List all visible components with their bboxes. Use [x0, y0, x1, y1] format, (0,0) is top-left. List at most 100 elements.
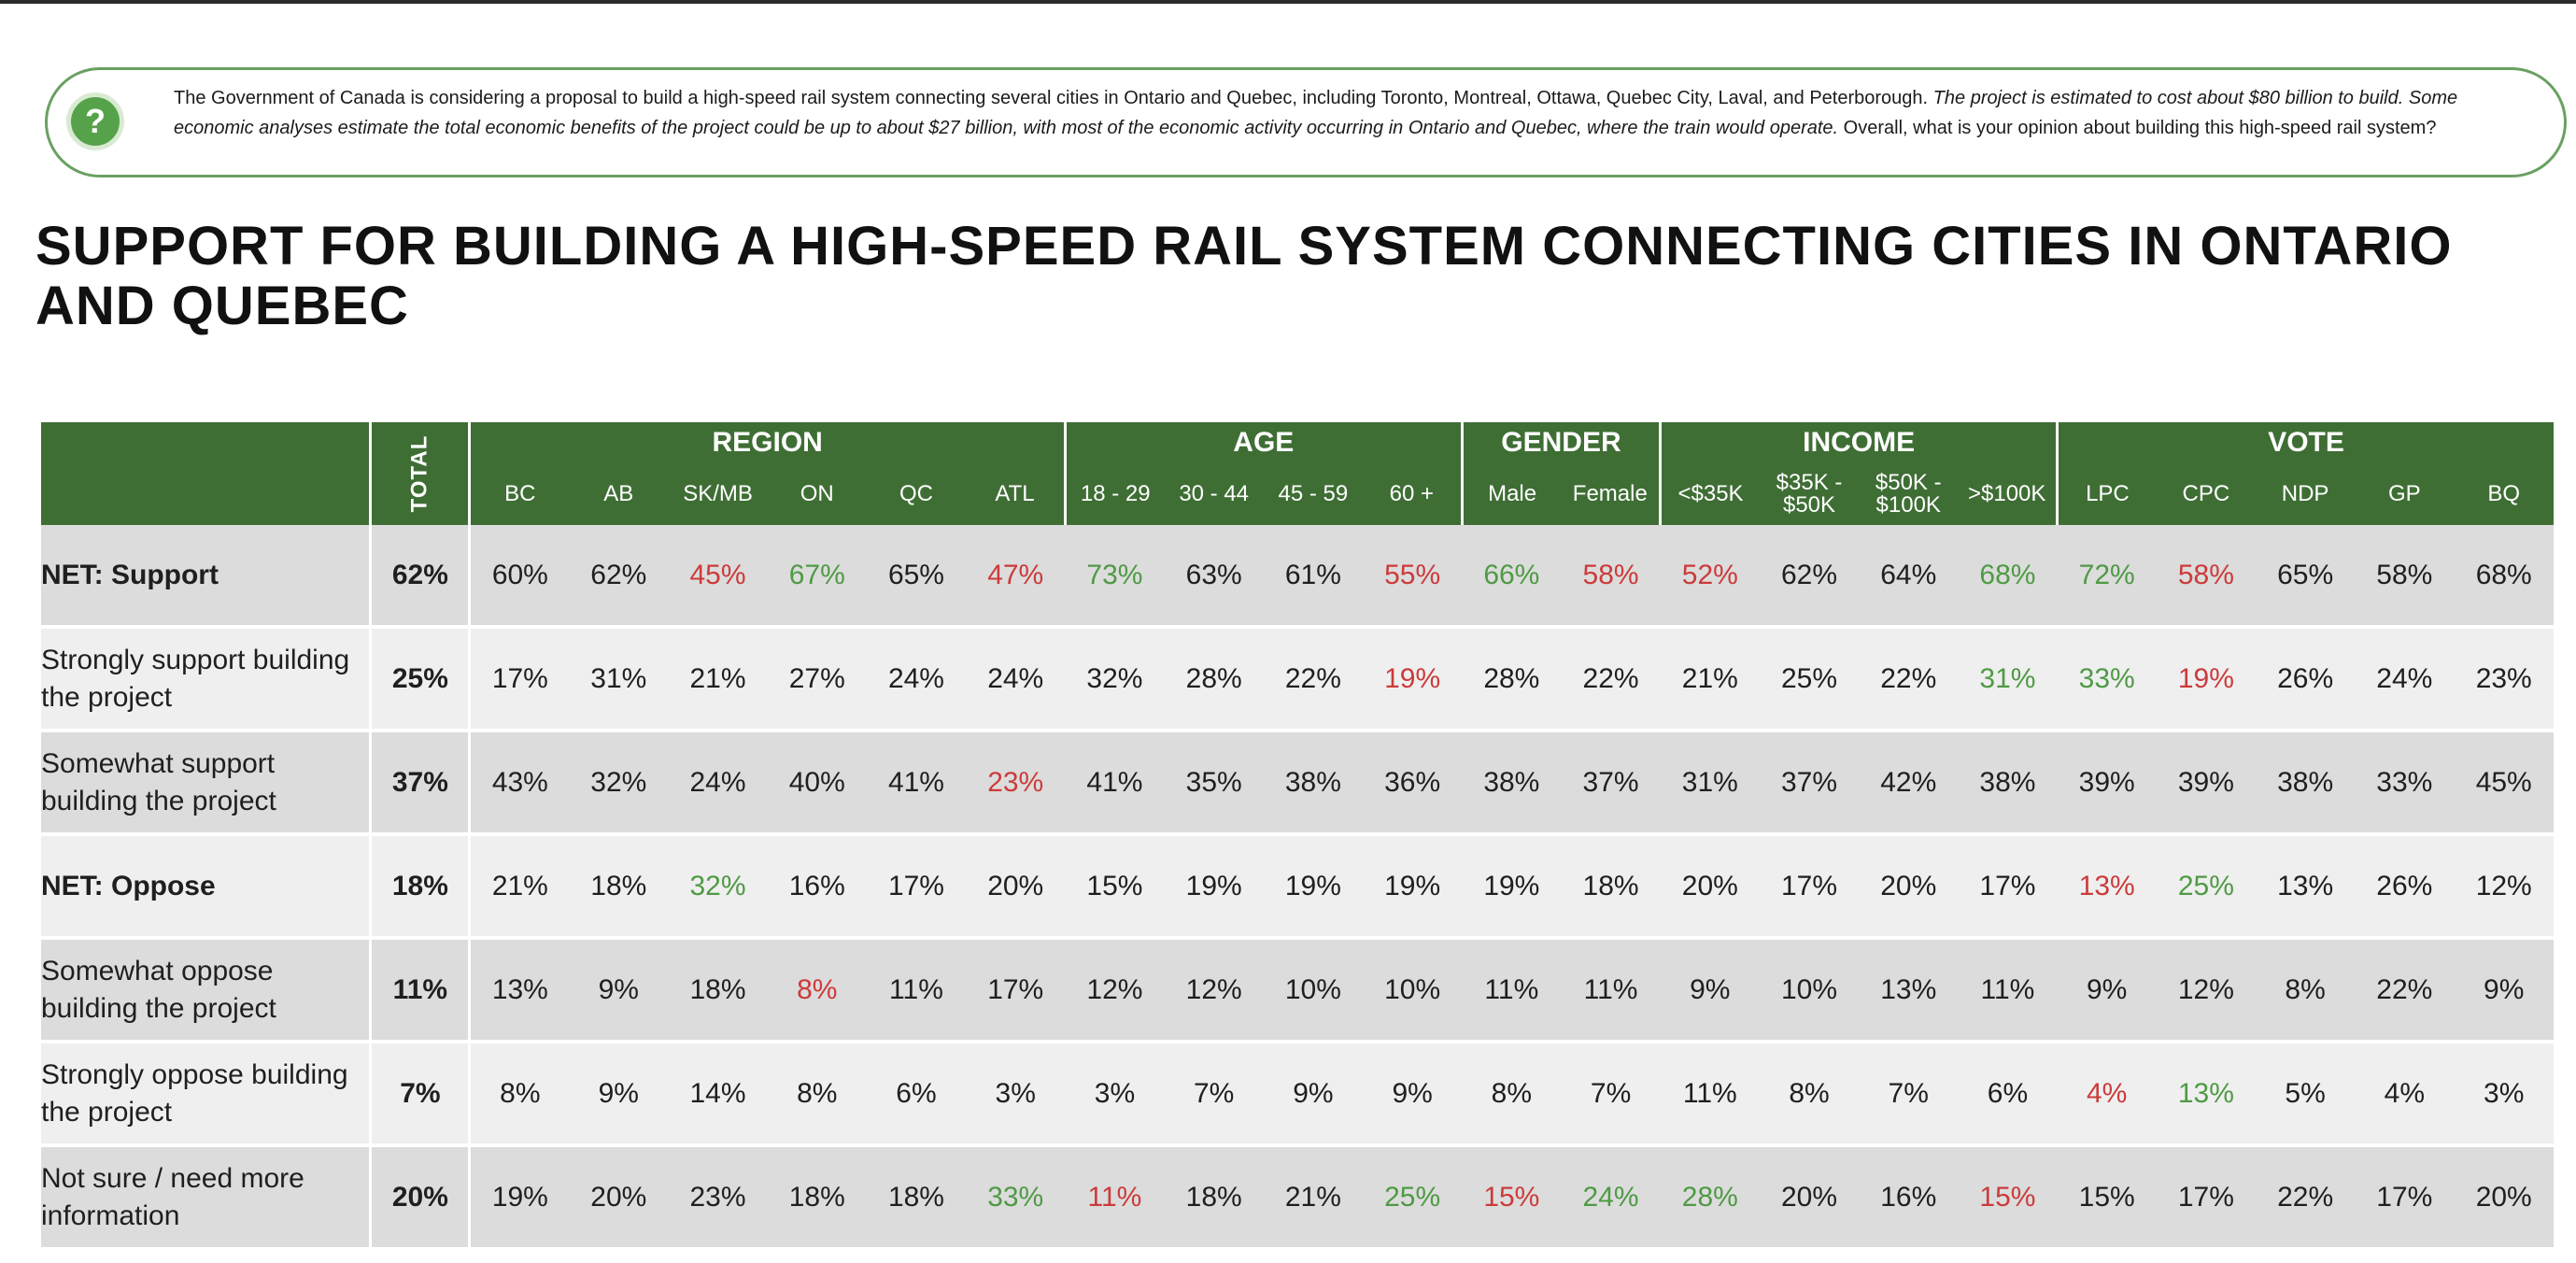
table-row: NET: Support 62% 60% 62% 45% 67% 65% 47% 73% 63% 6… [41, 525, 2554, 629]
value-cell: 20% [569, 1145, 669, 1251]
value-cell: 10% [1759, 938, 1860, 1043]
value-cell: 19% [1263, 834, 1363, 940]
group-header-age: AGE [1065, 422, 1464, 463]
value-cell: 7% [1859, 1042, 1959, 1147]
value-cell: 58% [2355, 525, 2455, 629]
table-row: Not sure / need more information 20% 19% 20… [41, 1145, 2554, 1251]
value-cell: 17% [966, 938, 1066, 1043]
column-header-row: BC AB SK/MB ON QC ATL 18 - 29 30 - 44 45 - 59 60 … [41, 463, 2554, 525]
total-cell: 11% [370, 938, 472, 1043]
value-cell: 8% [1759, 1042, 1860, 1147]
column-header: CPC [2156, 463, 2256, 525]
column-header: BC [469, 463, 570, 525]
value-cell: 33% [966, 1145, 1066, 1251]
value-cell: 24% [866, 627, 967, 732]
column-header: $35K - $50K [1759, 463, 1860, 525]
value-cell: 31% [569, 627, 669, 732]
value-cell: 22% [2355, 938, 2455, 1043]
value-cell: 28% [1164, 627, 1264, 732]
value-cell: 17% [2355, 1145, 2455, 1251]
value-cell: 41% [1065, 731, 1165, 836]
value-cell: 20% [1759, 1145, 1860, 1251]
value-cell: 19% [1363, 834, 1463, 940]
value-cell: 7% [1561, 1042, 1661, 1147]
value-cell: 6% [866, 1042, 967, 1147]
column-header: ON [767, 463, 867, 525]
value-cell: 8% [767, 938, 867, 1043]
value-cell: 15% [1065, 834, 1165, 940]
column-header: ATL [966, 463, 1067, 525]
value-cell: 28% [1462, 627, 1562, 732]
value-cell: 67% [767, 525, 867, 629]
value-cell: 15% [2057, 1145, 2157, 1251]
value-cell: 13% [1859, 938, 1959, 1043]
question-callout: The Government of Canada is considering … [45, 67, 2567, 177]
value-cell: 7% [1164, 1042, 1264, 1147]
value-cell: 13% [469, 938, 570, 1043]
value-cell: 21% [668, 627, 768, 732]
value-cell: 36% [1363, 731, 1463, 836]
value-cell: 37% [1759, 731, 1860, 836]
value-cell: 26% [2355, 834, 2455, 940]
value-cell: 21% [1263, 1145, 1363, 1251]
value-cell: 38% [2256, 731, 2356, 836]
value-cell: 10% [1263, 938, 1363, 1043]
column-header: >$100K [1958, 463, 2059, 525]
value-cell: 68% [2454, 525, 2554, 629]
question-text-end: Overall, what is your opinion about buil… [1843, 118, 2437, 138]
value-cell: 28% [1660, 1145, 1760, 1251]
value-cell: 10% [1363, 938, 1463, 1043]
table-corner [41, 422, 373, 525]
value-cell: 33% [2355, 731, 2455, 836]
value-cell: 33% [2057, 627, 2157, 732]
column-header: Female [1561, 463, 1663, 525]
value-cell: 62% [569, 525, 669, 629]
value-cell: 25% [1363, 1145, 1463, 1251]
value-cell: 18% [1561, 834, 1661, 940]
value-cell: 13% [2256, 834, 2356, 940]
value-cell: 23% [668, 1145, 768, 1251]
row-label: Not sure / need more information [41, 1145, 373, 1251]
value-cell: 61% [1263, 525, 1363, 629]
value-cell: 17% [2156, 1145, 2256, 1251]
value-cell: 8% [469, 1042, 570, 1147]
value-cell: 55% [1363, 525, 1463, 629]
value-cell: 12% [2156, 938, 2256, 1043]
value-cell: 45% [668, 525, 768, 629]
question-text-italic: The project is estimated to cost about $… [174, 88, 2458, 138]
value-cell: 62% [1759, 525, 1860, 629]
value-cell: 20% [1660, 834, 1760, 940]
value-cell: 25% [2156, 834, 2256, 940]
value-cell: 24% [668, 731, 768, 836]
row-label: NET: Oppose [41, 834, 373, 940]
row-label: NET: Support [41, 525, 373, 629]
total-cell: 20% [370, 1145, 472, 1251]
value-cell: 20% [2454, 1145, 2554, 1251]
value-cell: 9% [2057, 938, 2157, 1043]
value-cell: 25% [1759, 627, 1860, 732]
value-cell: 52% [1660, 525, 1760, 629]
value-cell: 37% [1561, 731, 1661, 836]
value-cell: 3% [2454, 1042, 2554, 1147]
table-body: NET: Support 62% 60% 62% 45% 67% 65% 47% 73% 63% 6… [41, 525, 2554, 1251]
value-cell: 64% [1859, 525, 1959, 629]
value-cell: 18% [767, 1145, 867, 1251]
value-cell: 73% [1065, 525, 1165, 629]
value-cell: 17% [866, 834, 967, 940]
value-cell: 9% [569, 1042, 669, 1147]
table-row: NET: Oppose 18% 21% 18% 32% 16% 17% 20% 15% 19% 19… [41, 834, 2554, 940]
value-cell: 35% [1164, 731, 1264, 836]
value-cell: 19% [1363, 627, 1463, 732]
column-header: GP [2355, 463, 2455, 525]
value-cell: 47% [966, 525, 1066, 629]
column-header: 60 + [1363, 463, 1464, 525]
value-cell: 23% [2454, 627, 2554, 732]
value-cell: 12% [1065, 938, 1165, 1043]
value-cell: 23% [966, 731, 1066, 836]
value-cell: 66% [1462, 525, 1562, 629]
value-cell: 12% [1164, 938, 1264, 1043]
value-cell: 17% [1958, 834, 2058, 940]
column-header: BQ [2454, 463, 2554, 525]
total-cell: 62% [370, 525, 472, 629]
value-cell: 8% [767, 1042, 867, 1147]
